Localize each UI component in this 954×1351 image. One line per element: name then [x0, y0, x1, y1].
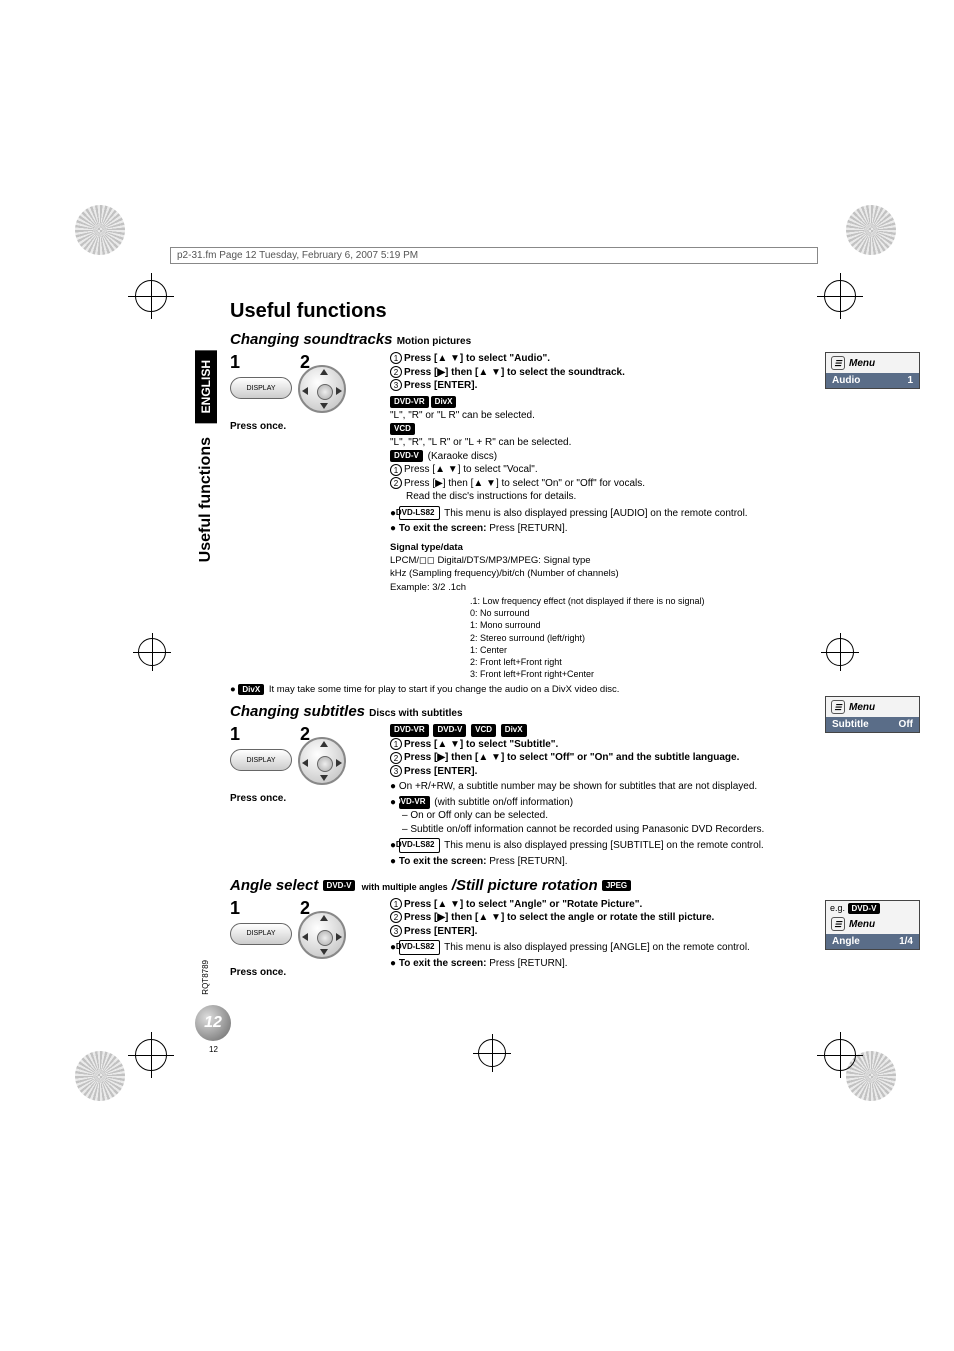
- page-title: Useful functions: [230, 300, 930, 323]
- language-tab: ENGLISH: [195, 350, 217, 423]
- dpad-icon: [298, 911, 346, 959]
- instructions-subtitles: DVD-VR DVD-V VCD DivX 1Press [▲ ▼] to se…: [390, 724, 930, 868]
- crop-mark: [135, 1039, 167, 1071]
- page-number: 12: [195, 1005, 231, 1041]
- content-area: Useful functions Changing soundtracks Mo…: [230, 300, 930, 978]
- heading-soundtracks: Changing soundtracks Motion pictures: [230, 331, 930, 348]
- signal-tree: .1: Low frequency effect (not displayed …: [470, 595, 930, 680]
- display-button: DISPLAY: [230, 923, 292, 945]
- section-tab: Useful functions: [197, 437, 215, 562]
- display-button: DISPLAY: [230, 749, 292, 771]
- divx-note: ● DivX It may take some time for play to…: [230, 684, 930, 695]
- crop-mark: [135, 280, 167, 312]
- menu-preview-angle: e.g. DVD-V ☰Menu Angle1/4: [825, 900, 920, 950]
- menu-preview-subtitle: ☰Menu SubtitleOff: [825, 696, 920, 733]
- dpad-icon: [298, 365, 346, 413]
- step-controls: 1 2 DISPLAY Press once.: [230, 352, 380, 680]
- side-tab: ENGLISH Useful functions: [195, 350, 217, 563]
- print-knurl: [846, 205, 896, 255]
- doc-code: RQT8789: [201, 960, 210, 995]
- menu-preview-audio: ☰Menu Audio1: [825, 352, 920, 389]
- registration-mark: [478, 1039, 506, 1067]
- dpad-icon: [298, 737, 346, 785]
- crop-mark: [824, 1039, 856, 1071]
- registration-mark: [138, 638, 166, 666]
- print-knurl: [75, 1051, 125, 1101]
- page-number-small: 12: [209, 1045, 218, 1054]
- print-header: p2-31.fm Page 12 Tuesday, February 6, 20…: [170, 247, 818, 264]
- menu-icon: ☰: [831, 700, 845, 714]
- print-knurl: [75, 205, 125, 255]
- menu-icon: ☰: [831, 356, 845, 370]
- heading-angle: Angle select DVD-V with multiple angles …: [230, 877, 930, 894]
- display-button: DISPLAY: [230, 377, 292, 399]
- instructions-soundtracks: 1Press [▲ ▼] to select "Audio". 2Press […: [390, 352, 930, 680]
- step-controls: 1 2 DISPLAY Press once.: [230, 898, 380, 978]
- step-controls: 1 2 DISPLAY Press once.: [230, 724, 380, 868]
- menu-icon: ☰: [831, 917, 845, 931]
